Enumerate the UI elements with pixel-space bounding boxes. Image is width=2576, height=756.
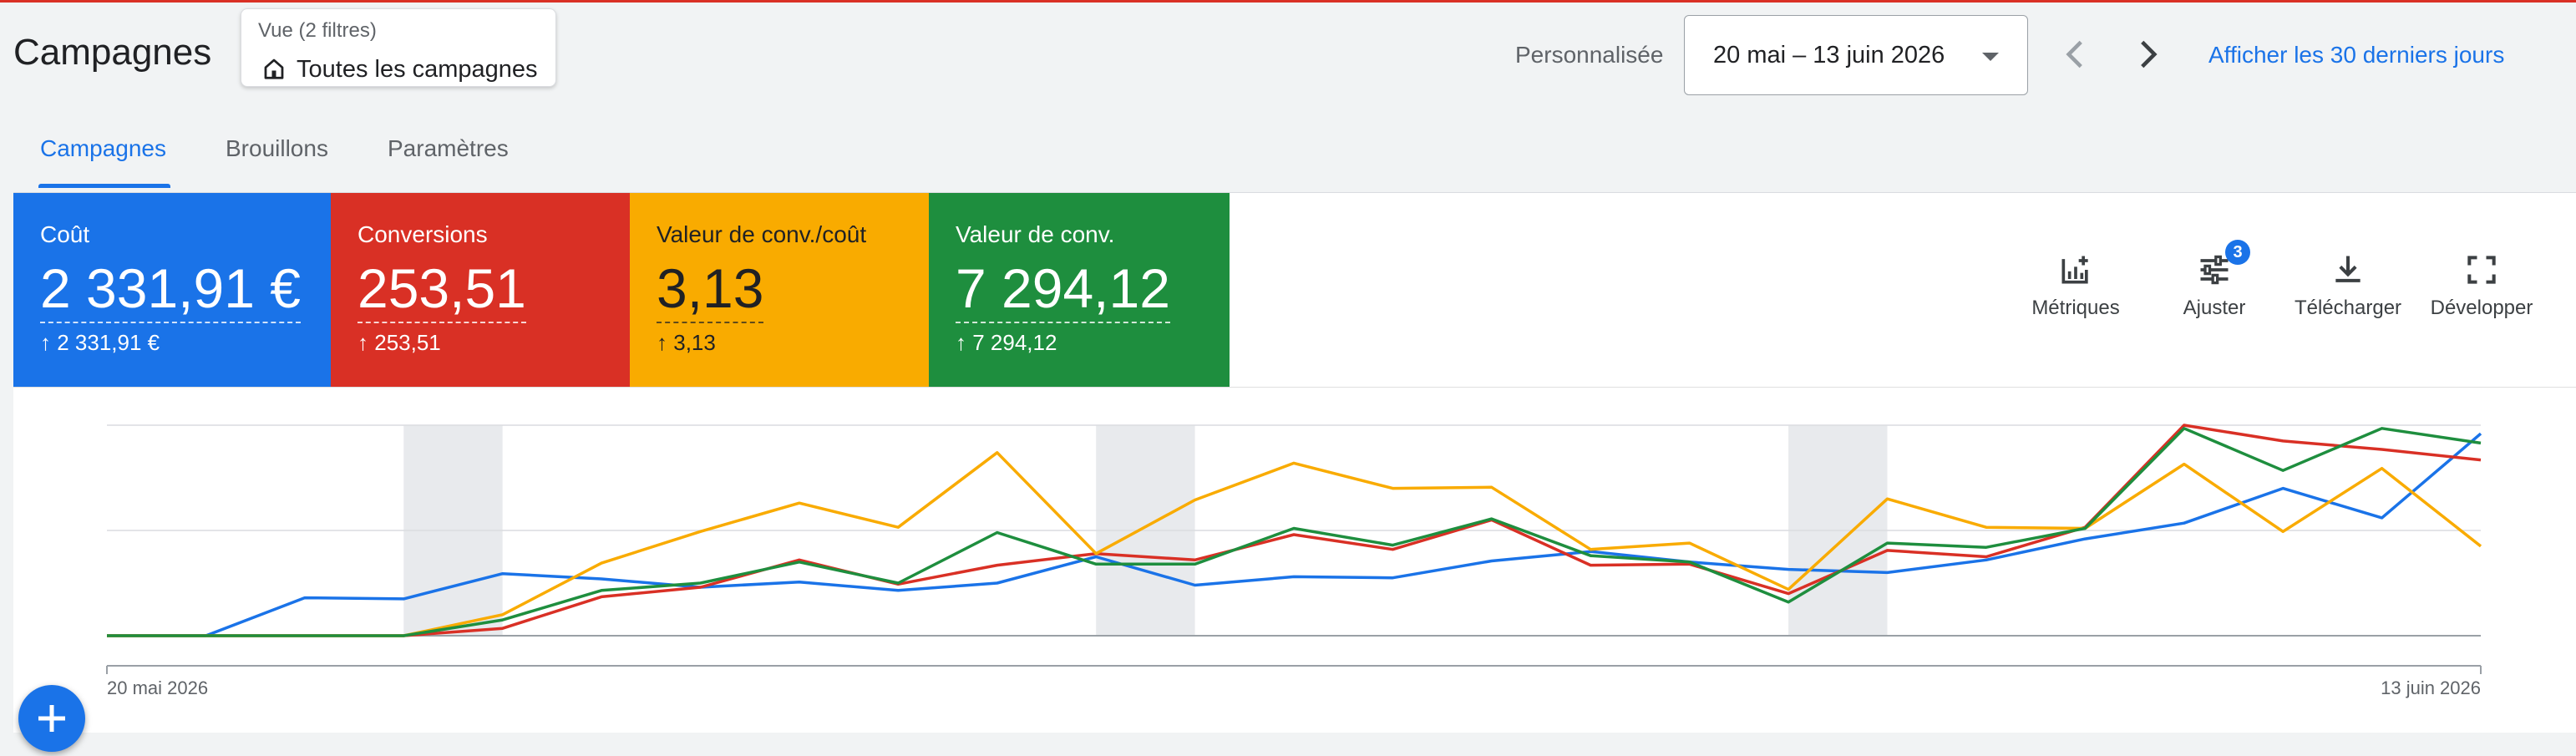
scorecard-conversions[interactable]: Conversions 253,51 ↑ 253,51 xyxy=(331,193,630,387)
tab-parametres[interactable]: Paramètres xyxy=(388,135,509,161)
series-line-3 xyxy=(107,427,2482,637)
chart-series xyxy=(107,424,2482,637)
metrics-button[interactable]: Métriques xyxy=(2013,251,2138,320)
tune-icon xyxy=(2200,255,2229,285)
create-fab-button[interactable] xyxy=(18,685,85,752)
expand-button[interactable]: Développer xyxy=(2419,251,2544,320)
x-axis-start-label: 20 mai 2026 xyxy=(107,677,208,698)
scorecard-value: 2 331,91 € xyxy=(40,256,301,323)
scorecard-value: 3,13 xyxy=(657,256,764,323)
scorecard-delta: ↑ 2 331,91 € xyxy=(40,330,160,355)
scorecard-label: Conversions xyxy=(357,221,488,247)
metrics-label: Métriques xyxy=(2031,297,2120,319)
scorecard-label: Valeur de conv. xyxy=(956,221,1115,247)
tab-campagnes[interactable]: Campagnes xyxy=(40,135,166,161)
tab-brouillons[interactable]: Brouillons xyxy=(226,135,328,161)
download-label: Télécharger xyxy=(2294,297,2402,319)
overview-panel: Coût 2 331,91 € ↑ 2 331,91 € Conversions… xyxy=(13,192,2576,733)
series-line-0 xyxy=(107,432,2482,637)
view-filter-value: Toutes les campagnes xyxy=(297,56,538,83)
performance-line-chart: 20 mai 2026 13 juin 2026 xyxy=(106,424,2482,698)
scorecard-label: Valeur de conv./coût xyxy=(657,221,867,247)
scorecard-conv-value[interactable]: Valeur de conv. 7 294,12 ↑ 7 294,12 xyxy=(929,193,1230,387)
scorecard-delta: ↑ 3,13 xyxy=(657,330,716,355)
view-filter-selector[interactable]: Vue (2 filtres) Toutes les campagnes xyxy=(241,8,556,87)
adjust-count-badge: 3 xyxy=(2225,240,2250,265)
expand-label: Développer xyxy=(2430,297,2533,319)
scorecard-value: 7 294,12 xyxy=(956,256,1170,323)
active-tab-indicator xyxy=(38,184,170,188)
scorecard-value: 253,51 xyxy=(357,256,526,323)
date-range-dropdown[interactable]: 20 mai – 13 juin 2026 xyxy=(1684,15,2028,95)
chevron-right-icon[interactable] xyxy=(2127,33,2168,75)
panel-divider xyxy=(13,387,2576,388)
download-icon xyxy=(2335,256,2360,282)
top-accent-line xyxy=(0,0,2576,3)
adjust-label: Ajuster xyxy=(2183,297,2246,319)
date-range-value: 20 mai – 13 juin 2026 xyxy=(1713,42,1945,68)
x-axis-end-label: 13 juin 2026 xyxy=(2381,677,2481,698)
date-range-type-label: Personnalisée xyxy=(1515,42,1664,68)
scorecard-cost[interactable]: Coût 2 331,91 € ↑ 2 331,91 € xyxy=(13,193,331,387)
plus-icon xyxy=(38,705,65,732)
scorecard-label: Coût xyxy=(40,221,90,247)
download-button[interactable]: Télécharger xyxy=(2285,251,2411,320)
add-chart-icon xyxy=(2061,256,2088,284)
scorecard-delta-value: 253,51 xyxy=(374,330,441,355)
chevron-left-icon[interactable] xyxy=(2055,33,2097,75)
view-filter-label: Vue (2 filtres) xyxy=(258,19,377,42)
scorecard-delta-value: 2 331,91 € xyxy=(57,330,160,355)
fullscreen-icon xyxy=(2467,256,2496,284)
scorecard-conv-value-per-cost[interactable]: Valeur de conv./coût 3,13 ↑ 3,13 xyxy=(630,193,929,387)
home-icon xyxy=(264,58,284,79)
scorecard-delta-value: 3,13 xyxy=(673,330,716,355)
scorecard-delta: ↑ 253,51 xyxy=(357,330,441,355)
scorecard-delta-value: 7 294,12 xyxy=(972,330,1057,355)
adjust-button[interactable]: 3 Ajuster xyxy=(2152,240,2277,320)
last-30-days-link[interactable]: Afficher les 30 derniers jours xyxy=(2208,42,2505,68)
scorecard-delta: ↑ 7 294,12 xyxy=(956,330,1057,355)
chart-gridlines xyxy=(106,424,2482,674)
page-title: Campagnes xyxy=(13,32,212,73)
chevron-down-icon xyxy=(1982,53,1999,61)
